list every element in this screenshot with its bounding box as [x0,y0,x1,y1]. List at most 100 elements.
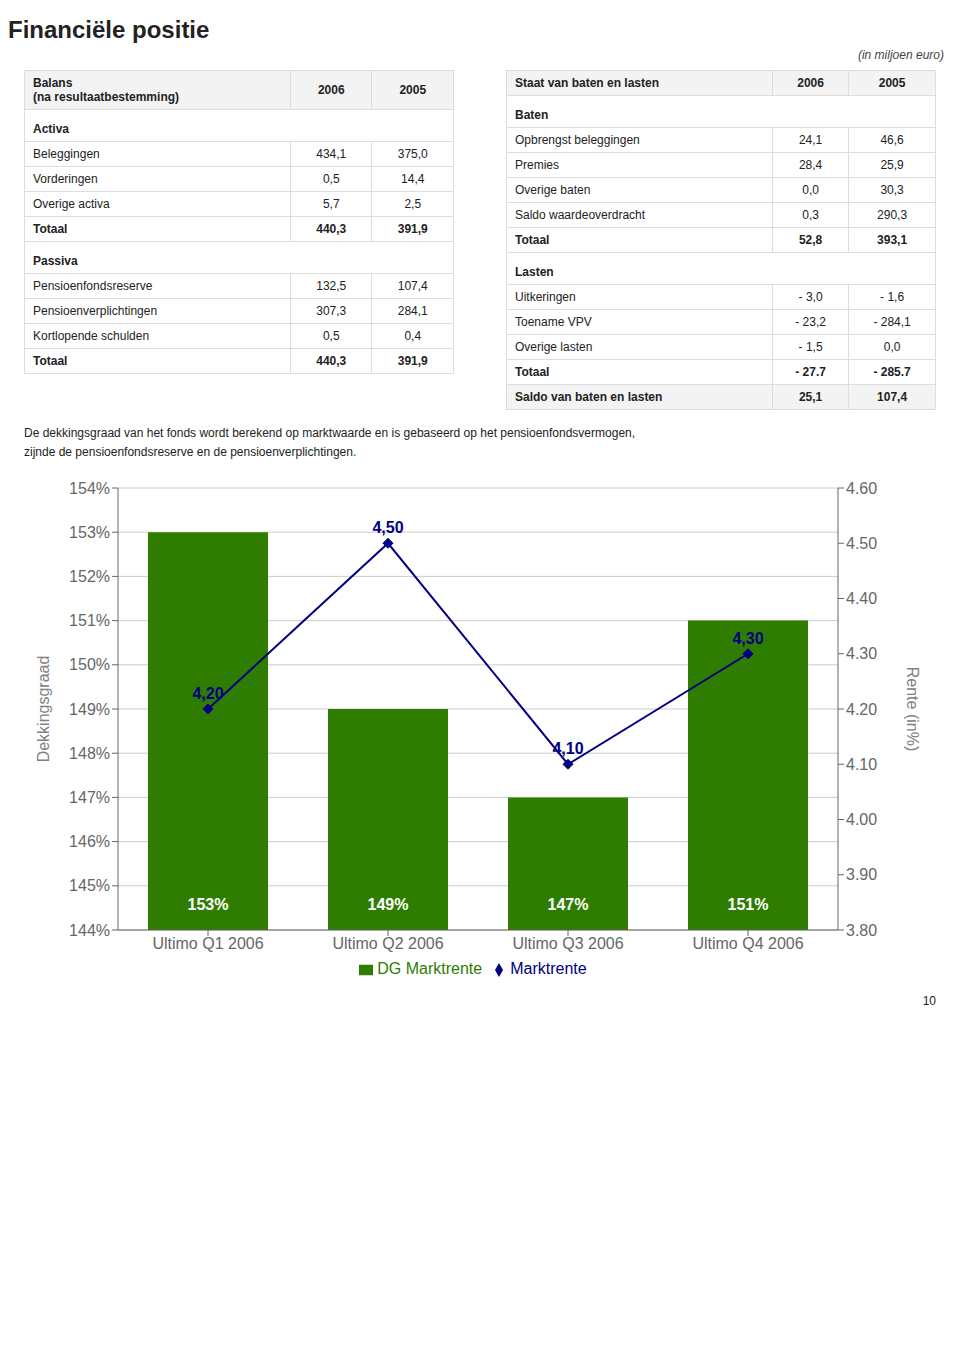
svg-text:4,20: 4,20 [192,685,223,702]
html-text:30,3: 30,3 [880,183,904,197]
svg-text:146%: 146% [69,834,110,851]
html-text:Lasten: Lasten [515,265,554,279]
svg-text:4.20: 4.20 [846,701,877,718]
html-text:Financiële positie: Financiële positie [8,16,210,43]
html-text:2006: 2006 [797,76,824,90]
html-text:Pensioenverplichtingen: Pensioenverplichtingen [33,304,158,318]
html-text:25,9: 25,9 [880,158,904,172]
html-text:46,6: 46,6 [880,133,904,147]
html-text:(in miljoen euro): (in miljoen euro) [858,48,944,62]
html-text:Opbrengst beleggingen: Opbrengst beleggingen [515,133,640,147]
html-text:440,3: 440,3 [316,354,347,368]
svg-text:152%: 152% [69,568,110,585]
svg-text:4.40: 4.40 [846,591,877,608]
svg-text:150%: 150% [69,657,110,674]
html-text:Marktrente: Marktrente [510,960,587,978]
html-text:284,1: 284,1 [397,304,428,318]
svg-text:4,10: 4,10 [552,741,583,758]
html-text:Vorderingen: Vorderingen [33,172,98,186]
svg-text:Ultimo Q2 2006: Ultimo Q2 2006 [332,936,443,953]
svg-text:4,30: 4,30 [732,630,763,647]
svg-text:4.00: 4.00 [846,812,877,829]
html-text:Saldo waardeoverdracht: Saldo waardeoverdracht [515,208,646,222]
svg-text:151%: 151% [69,613,110,630]
svg-text:144%: 144% [69,922,110,939]
html-text:440,3: 440,3 [316,222,347,236]
html-text:375,0: 375,0 [397,147,428,161]
html-text:132,5: 132,5 [316,279,347,293]
svg-text:4.10: 4.10 [846,756,877,773]
html-text:0,5: 0,5 [322,329,340,343]
svg-text:Ultimo Q1 2006: Ultimo Q1 2006 [152,936,263,953]
svg-text:149%: 149% [69,701,110,718]
svg-text:4.50: 4.50 [846,535,877,552]
html-text:2,5: 2,5 [404,197,422,211]
svg-text:149%: 149% [368,896,409,913]
html-text:Pensioenfondsreserve: Pensioenfondsreserve [33,279,153,293]
html-text:290,3: 290,3 [877,208,908,222]
svg-text:147%: 147% [548,896,589,913]
html-text:Uitkeringen: Uitkeringen [515,290,576,304]
html-text:Staat van baten en lasten: Staat van baten en lasten [515,76,659,90]
html-text:Totaal: Totaal [515,233,550,247]
svg-text:151%: 151% [728,896,769,913]
html-text:Totaal: Totaal [515,365,550,379]
svg-text:3.80: 3.80 [846,922,877,939]
html-text:- 23,2: - 23,2 [795,315,826,329]
html-text:2005: 2005 [878,76,906,90]
svg-text:Dekkingsgraad: Dekkingsgraad [35,656,52,763]
html-text:0,0: 0,0 [883,340,901,354]
html-text:391,9: 391,9 [397,222,428,236]
html-text:Activa: Activa [33,122,69,136]
svg-text:147%: 147% [69,789,110,806]
html-text:Premies: Premies [515,158,559,172]
html-text:Beleggingen: Beleggingen [33,147,100,161]
html-text:Overige lasten: Overige lasten [515,340,593,354]
html-text:De dekkingsgraad van het fonds: De dekkingsgraad van het fonds wordt ber… [24,426,636,460]
html-text:Totaal: Totaal [33,222,68,236]
html-text:52,8: 52,8 [798,233,823,247]
html-text:- 1,6: - 1,6 [880,290,905,304]
svg-text:3.90: 3.90 [846,867,877,884]
html-text:Overige activa: Overige activa [33,197,110,211]
svg-text:4.30: 4.30 [846,646,877,663]
html-text:- 284,1: - 284,1 [873,315,911,329]
html-text:0,4: 0,4 [404,329,422,343]
svg-text:153%: 153% [69,524,110,541]
svg-text:Ultimo Q3 2006: Ultimo Q3 2006 [512,936,623,953]
html-text:0,3: 0,3 [802,208,819,222]
html-text:- 27.7: - 27.7 [795,365,826,379]
html-text:2005: 2005 [399,83,427,97]
html-text:5,7: 5,7 [322,197,340,211]
html-text:Kortlopende schulden: Kortlopende schulden [33,329,150,343]
html-text:307,3: 307,3 [316,304,347,318]
html-text:391,9: 391,9 [397,354,428,368]
html-text:- 3,0: - 3,0 [798,290,823,304]
svg-text:153%: 153% [188,896,229,913]
html-text:28,4: 28,4 [798,158,823,172]
svg-text:148%: 148% [69,745,110,762]
svg-text:154%: 154% [69,480,110,497]
svg-text:Rente (in%): Rente (in%) [904,667,921,751]
html-text:14,4: 14,4 [401,172,425,186]
svg-text:4.60: 4.60 [846,480,877,497]
html-text:2006: 2006 [317,83,345,97]
html-text:0,0: 0,0 [802,183,819,197]
svg-text:Ultimo Q4 2006: Ultimo Q4 2006 [692,936,803,953]
html-text:434,1: 434,1 [316,147,347,161]
html-text:Baten: Baten [515,108,549,122]
html-text:- 1,5: - 1,5 [798,340,823,354]
svg-text:145%: 145% [69,878,110,895]
html-text:DG Marktrente: DG Marktrente [377,960,483,978]
html-text:24,1: 24,1 [798,133,823,147]
html-text:0,5: 0,5 [322,172,340,186]
html-text:Passiva: Passiva [33,254,78,268]
html-text:Toename VPV: Toename VPV [515,315,592,329]
html-text:Balans (na resultaatbestemming: Balans (na resultaatbestemming) [33,76,179,104]
svg-text:4,50: 4,50 [372,520,403,537]
html-text:- 285.7: - 285.7 [873,365,911,379]
html-text:393,1: 393,1 [877,233,908,247]
html-text:Overige baten: Overige baten [515,183,591,197]
html-text:Totaal: Totaal [33,354,68,368]
html-text:107,4: 107,4 [397,279,428,293]
